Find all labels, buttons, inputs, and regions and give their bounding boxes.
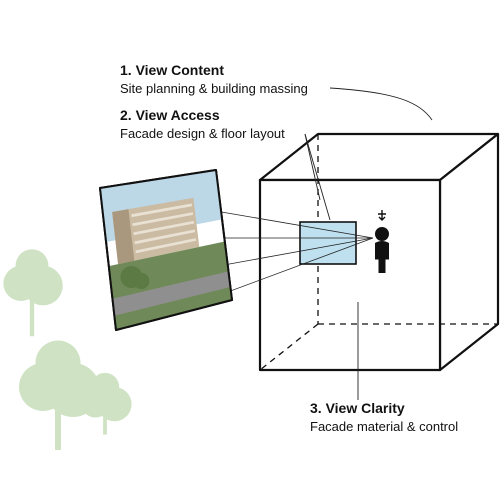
label-view-content: 1. View Content Site planning & building…: [120, 62, 308, 97]
label-view-access: 2. View Access Facade design & floor lay…: [120, 107, 285, 142]
label-title: 2. View Access: [120, 107, 220, 123]
label-view-clarity: 3. View Clarity Facade material & contro…: [310, 400, 458, 435]
label-sub: Site planning & building massing: [120, 81, 308, 96]
label-sub: Facade material & control: [310, 419, 458, 434]
diagram-root: { "canvas": { "width": 500, "height": 50…: [0, 0, 500, 500]
label-sub: Facade design & floor layout: [120, 126, 285, 141]
label-title: 3. View Clarity: [310, 400, 405, 416]
label-title: 1. View Content: [120, 62, 224, 78]
